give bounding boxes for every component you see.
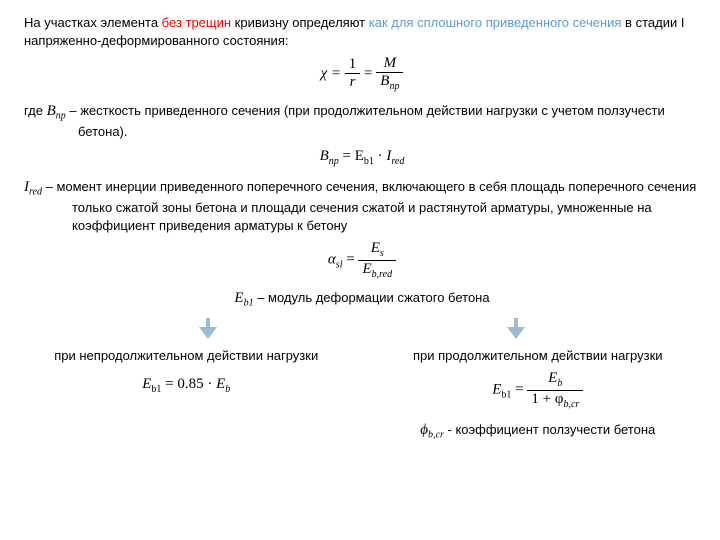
Eb1-dash: –	[254, 290, 268, 305]
Bpr-sub: пр	[56, 110, 66, 121]
def-phi: ϕb,cr - коэффициент ползучести бетона	[376, 420, 700, 442]
def-Eb1: Eb1 – модуль деформации сжатого бетона	[24, 288, 700, 310]
Bpr-sym: B	[47, 103, 56, 119]
Bnp-b1: b1	[364, 156, 374, 167]
phi-sym: ϕ	[420, 422, 428, 438]
den-r: r	[345, 74, 361, 91]
arrow-row	[24, 318, 700, 345]
label-long-term: при продолжительном действии нагрузки	[376, 347, 700, 365]
Ired-text: момент инерции приведенного поперечного …	[56, 179, 696, 233]
frac-MB: M Bпр	[376, 55, 403, 93]
eq-sign-1: =	[360, 65, 376, 81]
Bpr-text: жесткость приведенного сечения (при прод…	[78, 103, 665, 139]
chi: χ =	[321, 65, 345, 81]
den-Bpr: Bпр	[376, 73, 403, 93]
intro-t1: На участках элемента	[24, 15, 162, 30]
eq-alpha: αsl = Es Eb,red	[24, 240, 700, 280]
def-Ired: Ired – момент инерции приведенного попер…	[24, 177, 700, 234]
Bnp-sub: np	[329, 156, 339, 167]
Bnp-Ired: red	[391, 156, 404, 167]
num-1: 1	[345, 56, 361, 74]
Bnp-B: B	[320, 148, 329, 164]
phi-text: коэффициент ползучести бетона	[455, 422, 655, 437]
Bnp-eqE: = E	[339, 148, 364, 164]
frac-alpha: Es Eb,red	[358, 240, 396, 280]
alpha: α	[328, 252, 336, 268]
Eb1-sub: b1	[244, 298, 254, 309]
label-short-term: при непродолжительном действии нагрузки	[24, 347, 348, 365]
eq-Bnp: Bnp = Eb1 · Ired	[24, 146, 700, 169]
alpha-den: Eb,red	[358, 261, 396, 281]
arrow-right-icon	[507, 318, 525, 340]
frac-1r: 1 r	[345, 56, 361, 92]
phi-sep: -	[444, 422, 456, 437]
Ired-dash: –	[42, 179, 56, 194]
eq-curvature: χ = 1 r = M Bпр	[24, 55, 700, 93]
eq-Eb1-long: Eb1 = Eb 1 + φb,cr	[376, 370, 700, 410]
intro-t3: кривизну определяют	[231, 15, 369, 30]
two-column-block: при непродолжительном действии нагрузки …	[24, 347, 700, 443]
Ired-sub: red	[29, 187, 42, 198]
frac-Eb-creep: Eb 1 + φb,cr	[527, 370, 583, 410]
def-lead: где	[24, 103, 47, 118]
col-short-term: при непродолжительном действии нагрузки …	[24, 347, 348, 443]
arrow-left-icon	[199, 318, 217, 340]
Bnp-dot: ·	[374, 148, 387, 164]
Bpr-dash: –	[66, 103, 80, 118]
intro-blue: как для сплошного приведенного сечения	[369, 15, 622, 30]
def-Bpr: где Bпр – жесткость приведенного сечения…	[24, 101, 700, 141]
Eb1-sym: E	[234, 290, 243, 306]
phi-sub: b,cr	[428, 430, 444, 441]
eq-Eb1-short: Eb1 = 0.85 · Eb	[24, 374, 348, 397]
col-long-term: при продолжительном действии нагрузки Eb…	[376, 347, 700, 443]
Eb1-text: модуль деформации сжатого бетона	[268, 290, 490, 305]
intro-paragraph: На участках элемента без трещин кривизну…	[24, 14, 700, 49]
alpha-eq: =	[342, 252, 358, 268]
intro-red: без трещин	[162, 15, 231, 30]
alpha-num: Es	[358, 240, 396, 261]
num-M: M	[376, 55, 403, 73]
